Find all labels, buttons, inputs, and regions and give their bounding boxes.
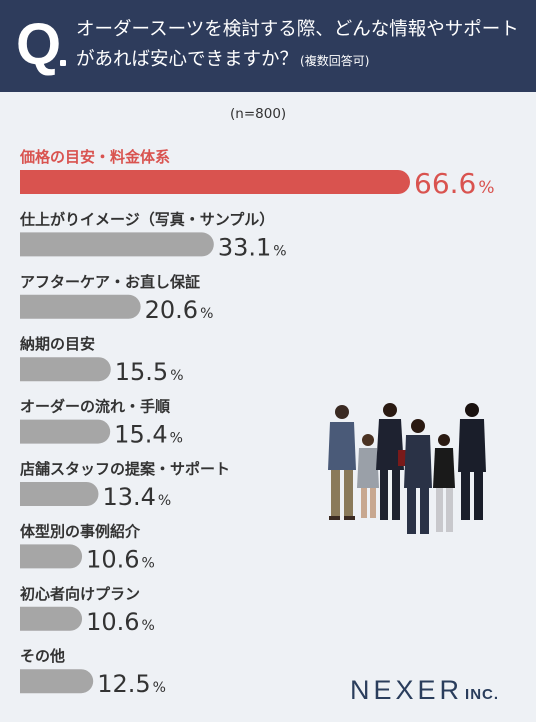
bar [20,419,111,444]
bar [20,544,83,569]
person-illustration [404,419,432,534]
category-label: 価格の目安・料金体系 [19,148,170,166]
logo-main-text: NEXER [350,675,464,705]
nexer-logo: NEXER INC. [350,675,499,706]
percent-sign: % [478,178,494,198]
person-illustration [357,434,379,518]
percent-sign: % [170,431,183,447]
percent-sign: % [142,618,155,634]
bar [20,669,94,694]
category-label: その他 [20,647,65,665]
question-note: (複数回答可) [300,54,370,68]
business-people-illustration [328,403,486,534]
value-label: 12.5 [97,670,150,698]
value-label: 15.5 [115,358,168,386]
category-label: アフターケア・お直し保証 [20,273,200,291]
value-label: 15.4 [114,421,167,449]
value-label: 10.6 [86,545,139,573]
category-label: 店舗スタッフの提案・サポート [20,460,230,478]
bar [20,482,99,506]
q-dot [60,60,66,66]
percent-sign: % [170,368,183,384]
question-header: Q オーダースーツを検討する際、どんな情報やサポート があれば安心できますか？(… [0,0,536,92]
category-label: 仕上がりイメージ（写真・サンプル） [19,210,274,228]
person-illustration [328,405,356,520]
value-label: 20.6 [145,296,198,324]
bar [20,357,111,382]
value-label: 33.1 [218,233,271,261]
bar [20,232,214,257]
value-label: 13.4 [102,483,155,511]
percent-sign: % [273,243,286,259]
value-label: 66.6 [414,167,476,200]
bar [20,170,410,194]
percent-sign: % [200,306,213,322]
percent-sign: % [142,555,155,571]
bar [20,606,83,631]
question-line-2: があれば安心できますか？ (複数回答可) [76,46,369,75]
category-label: 納期の目安 [20,335,95,353]
category-label: 体型別の事例紹介 [20,522,141,540]
person-illustration [433,434,455,532]
q-mark: Q [16,12,62,77]
person-illustration [458,403,486,520]
logo-sub-text: INC. [465,686,500,703]
category-label: オーダーの流れ・手順 [20,398,171,416]
percent-sign: % [158,493,171,509]
sample-size: (n=800) [230,106,287,122]
bar [20,294,141,319]
question-line-2-text: があれば安心できますか？ [76,49,299,70]
value-label: 10.6 [86,608,139,636]
question-line-1: オーダースーツを検討する際、どんな情報やサポート [76,19,519,40]
person-illustration [376,403,410,520]
category-label: 初心者向けプラン [20,585,140,603]
percent-sign: % [153,680,166,696]
